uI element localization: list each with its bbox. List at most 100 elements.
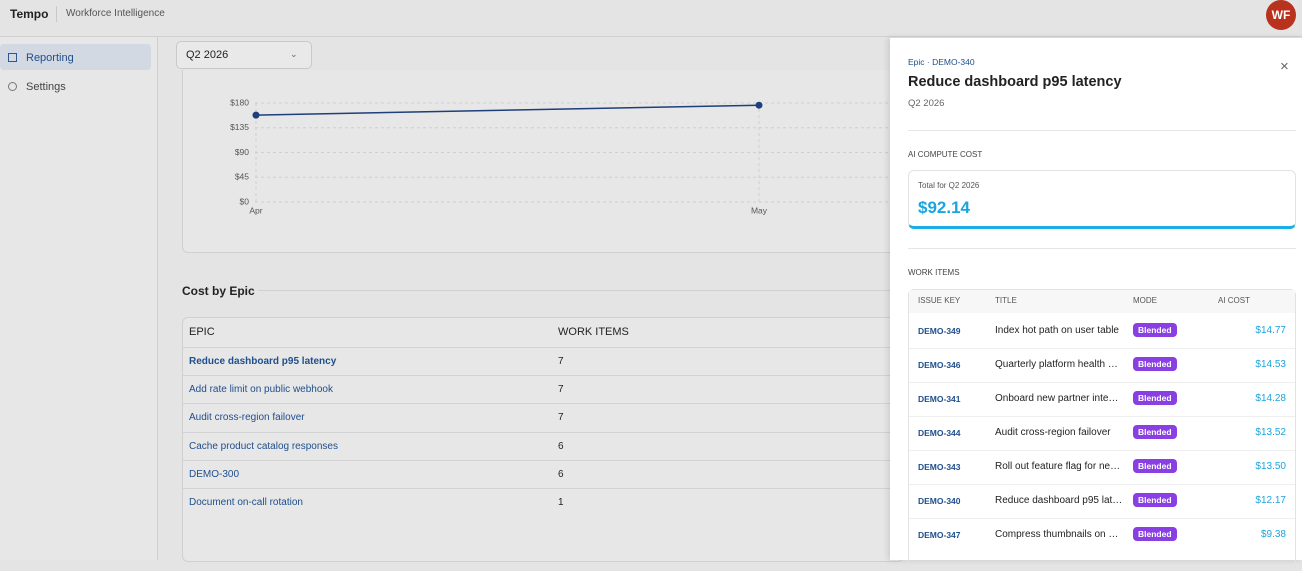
cost-caption: Total for Q2 2026 <box>918 181 980 190</box>
y-tick-label: $135 <box>230 122 249 132</box>
point <box>755 101 763 109</box>
epic-link[interactable]: Audit cross-region failover <box>189 412 305 424</box>
work-items: 6 <box>558 440 564 452</box>
nav-icon <box>8 53 17 62</box>
table-row <box>909 382 1295 383</box>
issue-key[interactable]: DEMO-346 <box>918 360 961 370</box>
table-row <box>909 416 1295 417</box>
ai-cost: $13.50 <box>1255 461 1286 472</box>
mode-pill: Blended <box>1133 493 1177 507</box>
y-tick-label: $90 <box>235 147 249 157</box>
table-row <box>909 348 1295 349</box>
cost-card <box>908 170 1296 229</box>
divider <box>56 6 57 22</box>
ai-cost: $14.77 <box>1255 325 1286 336</box>
period-value: Q2 2026 <box>186 49 229 61</box>
epic-link[interactable]: Cache product catalog responses <box>189 440 338 452</box>
ai-cost: $13.52 <box>1255 427 1286 438</box>
panel-eyebrow: Epic · DEMO-340 <box>908 57 975 67</box>
period-select[interactable] <box>176 41 312 69</box>
nav-item[interactable]: Settings <box>26 81 66 93</box>
work-items: 6 <box>558 468 564 480</box>
column-header: EPIC <box>189 326 215 338</box>
epic-link[interactable]: Add rate limit on public webhook <box>189 384 333 396</box>
table-row <box>182 459 902 461</box>
item-title: Quarterly platform health … <box>995 359 1118 370</box>
avatar[interactable]: WF <box>1266 0 1296 30</box>
ai-cost: $14.28 <box>1255 393 1286 404</box>
table-row <box>909 484 1295 485</box>
y-tick-label: $45 <box>235 172 249 182</box>
nav-active[interactable] <box>0 44 151 70</box>
section-label: AI COMPUTE COST <box>908 150 983 159</box>
brand[interactable]: Tempo <box>10 7 49 21</box>
section-title: Cost by Epic <box>182 284 255 298</box>
mode-pill: Blended <box>1133 357 1177 371</box>
epic-link[interactable]: DEMO-300 <box>189 468 240 480</box>
items-header <box>909 290 1295 313</box>
issue-key[interactable]: DEMO-349 <box>918 326 961 336</box>
mode-pill: Blended <box>1133 425 1177 439</box>
nav-item[interactable]: Reporting <box>26 52 74 64</box>
work-items: 7 <box>558 384 564 396</box>
table-row <box>182 375 902 377</box>
column-header: AI COST <box>1218 296 1251 305</box>
ai-cost: $9.38 <box>1260 529 1286 540</box>
divider <box>908 248 1296 249</box>
ai-cost: $14.53 <box>1255 359 1286 370</box>
item-title: Compress thumbnails on … <box>995 529 1119 540</box>
table-row <box>909 518 1295 519</box>
column-header: WORK ITEMS <box>558 326 629 338</box>
panel-subtitle: Q2 2026 <box>908 98 945 109</box>
item-title: Onboard new partner inte… <box>995 393 1119 404</box>
work-items: 7 <box>558 356 564 367</box>
close-button[interactable]: × <box>1280 58 1289 75</box>
table-row <box>182 403 902 405</box>
mode-pill: Blended <box>1133 323 1177 337</box>
cost-total: $92.14 <box>918 198 970 217</box>
work-items: 7 <box>558 412 564 424</box>
item-title: Roll out feature flag for ne… <box>995 461 1121 472</box>
section-rule <box>258 290 890 291</box>
item-title: Reduce dashboard p95 lat… <box>995 495 1123 506</box>
mode-pill: Blended <box>1133 527 1177 541</box>
section-label: WORK ITEMS <box>908 268 960 277</box>
item-title: Audit cross-region failover <box>995 427 1111 438</box>
issue-key[interactable]: DEMO-347 <box>918 530 961 540</box>
epic-link[interactable]: Document on-call rotation <box>189 497 303 508</box>
item-title: Index hot path on user table <box>995 325 1119 336</box>
point <box>252 111 260 119</box>
table-row <box>182 347 902 348</box>
mode-pill: Blended <box>1133 459 1177 473</box>
table-row <box>182 431 902 433</box>
column-header: ISSUE KEY <box>918 296 961 305</box>
panel-title: Reduce dashboard p95 latency <box>908 74 1122 90</box>
top-bar <box>0 0 1302 37</box>
sidebar <box>0 37 158 560</box>
product-name: Workforce Intelligence <box>66 8 165 19</box>
mode-pill: Blended <box>1133 391 1177 405</box>
y-tick-label: $0 <box>240 196 250 206</box>
epic-table <box>182 317 904 562</box>
table-row <box>909 450 1295 451</box>
ai-cost: $12.17 <box>1255 495 1286 506</box>
column-header: TITLE <box>995 296 1017 305</box>
nav-icon <box>8 82 17 91</box>
x-tick-label: May <box>751 205 768 215</box>
issue-key[interactable]: DEMO-340 <box>918 496 961 506</box>
y-tick-label: $180 <box>230 97 249 107</box>
chevron: ⌄ <box>290 49 298 59</box>
line <box>255 104 760 116</box>
issue-key[interactable]: DEMO-343 <box>918 462 961 472</box>
table-row <box>182 488 902 489</box>
epic-link[interactable]: Reduce dashboard p95 latency <box>189 356 337 367</box>
column-header: MODE <box>1133 296 1157 305</box>
divider <box>908 130 1296 131</box>
issue-key[interactable]: DEMO-341 <box>918 394 961 404</box>
chart-card <box>182 70 904 253</box>
line-chart: $0 $45 $90 $135 $180 Apr May <box>230 97 890 215</box>
issue-key[interactable]: DEMO-344 <box>918 428 961 438</box>
x-tick-label: Apr <box>249 205 262 215</box>
work-items: 1 <box>558 497 564 508</box>
